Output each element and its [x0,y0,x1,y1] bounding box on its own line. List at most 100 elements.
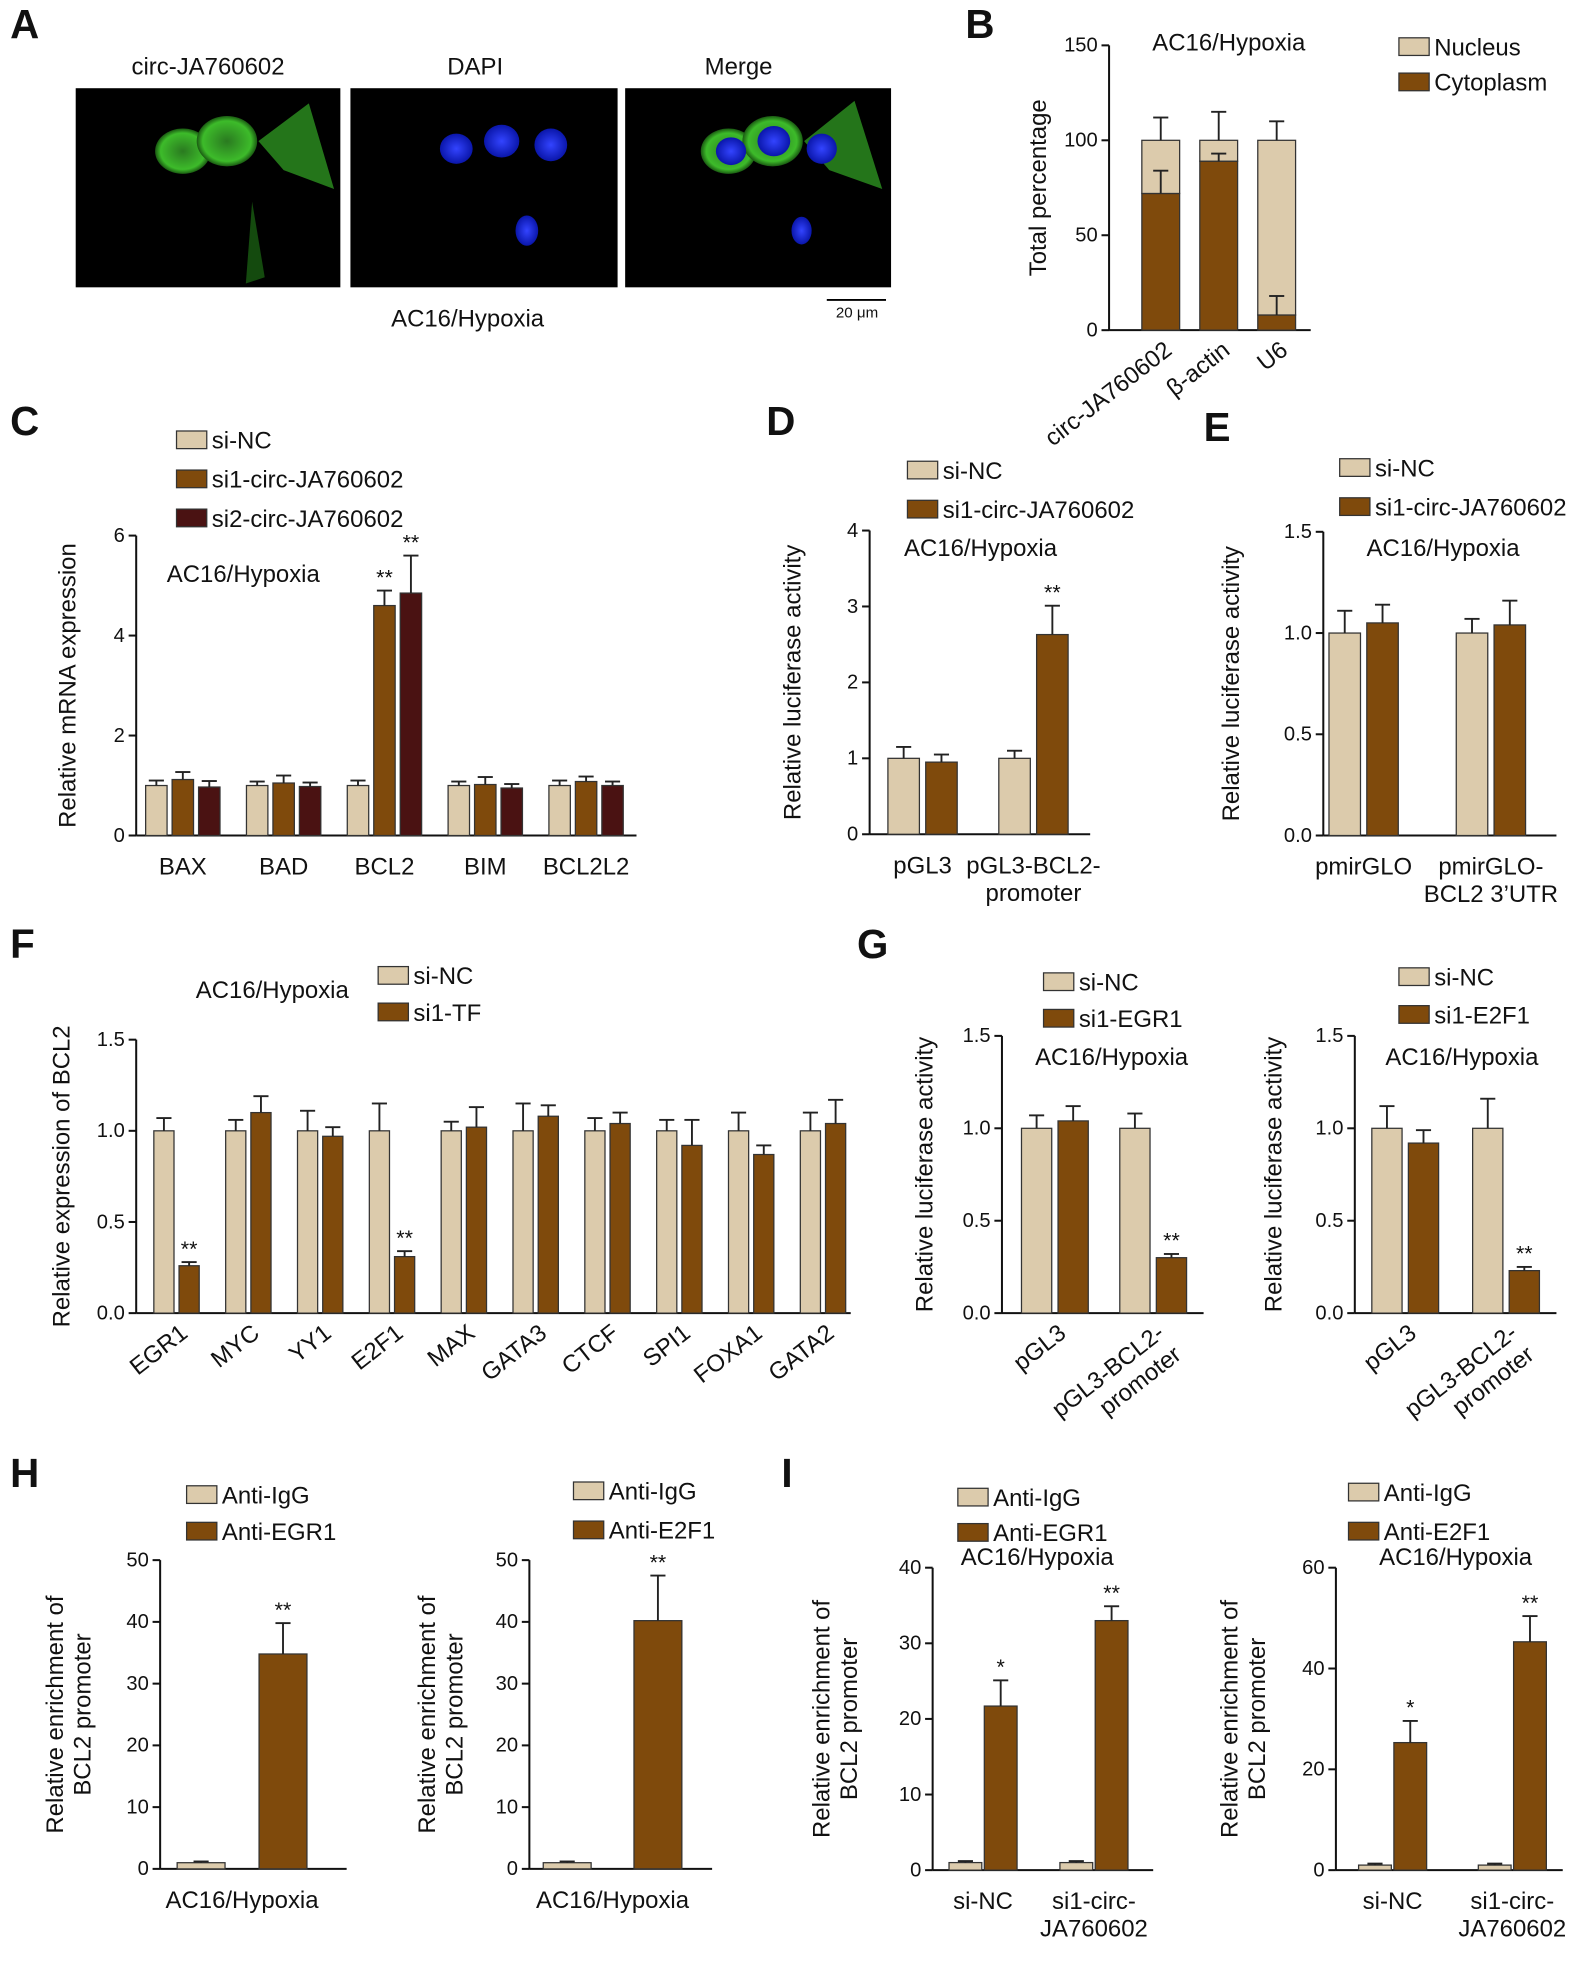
legend-label: Anti-EGR1 [993,1520,1107,1547]
bar [1328,632,1362,837]
bar [322,1135,344,1314]
error-bar [181,1261,197,1266]
bar [1119,1127,1151,1314]
image-title: DAPI [447,53,503,80]
bar [1057,1120,1089,1314]
significance-label: ** [650,1550,667,1574]
y-tick-label: 0.0 [1284,825,1312,847]
y-tick-label: 0.5 [1284,724,1312,746]
legend-swatch [1398,1005,1430,1024]
chart-title: AC16/Hypoxia [196,977,350,1004]
y-axis-label: Relative luciferase activity [912,1037,939,1312]
legend-label: si1-E2F1 [1434,1002,1530,1029]
error-bar [443,1120,459,1131]
error-bar [1415,1129,1432,1144]
y-tick-label: 0 [910,1859,921,1881]
error-bar [650,1574,666,1621]
error-bar [993,1679,1009,1707]
chart: 0.0 0.5 1.0 1.5 Relative expression of BCL2 A… [48,963,851,1389]
x-tick-label: pGL3-BCL2-promoter [966,852,1100,907]
y-tick-label: 30 [899,1633,921,1655]
error-bar [175,771,191,780]
error-bar [659,1118,675,1131]
chart-title: AC16/Hypoxia [1152,29,1306,56]
bar [500,787,524,837]
error-bar [1269,295,1285,315]
error-bar [504,783,520,789]
error-bar [300,1109,316,1131]
bar [681,1144,703,1314]
image-title: circ-JA760602 [132,53,285,80]
y-tick-label: 0.0 [963,1302,991,1324]
legend-label: si-NC [1079,970,1139,997]
significance-label: ** [1522,1591,1539,1615]
y-tick-label: 20 [496,1735,518,1757]
error-bar [371,1102,387,1131]
significance-label: ** [1516,1242,1533,1266]
y-tick-label: 1.5 [1315,1025,1343,1047]
legend-label: Anti-IgG [609,1479,697,1506]
y-axis-label: Relative enrichment ofBCL2 promoter [1217,1599,1272,1838]
error-bar [1269,120,1285,141]
error-bar [1029,1114,1045,1129]
chart: 0 50 100 150 Total percentage AC16/Hypoxia Nuc… [1025,29,1547,451]
legend-swatch [175,469,208,489]
y-tick-label: 4 [114,625,125,647]
x-tick-label: si-NC [1363,1888,1423,1915]
bar [1155,1257,1188,1314]
legend-swatch [185,1485,218,1505]
error-bar [468,1106,485,1128]
panel-label: H [10,1450,39,1496]
bar [145,784,168,837]
y-axis-label: Total percentage [1025,99,1052,276]
error-bar [612,1111,628,1124]
bar-segment [1141,192,1181,331]
bar [727,1130,750,1314]
bar [368,1130,391,1314]
panel-label: E [1204,404,1231,450]
legend-label: Anti-IgG [993,1485,1081,1512]
bar [296,1130,319,1314]
bar [983,1705,1018,1871]
x-tick-label: β-actin [1161,336,1235,402]
legend-label: Anti-IgG [222,1482,310,1509]
chart: 0 10 20 30 40 Relative enrichment ofBCL2 prom… [808,1485,1154,1943]
bar [601,784,624,837]
y-tick-label: 6 [114,525,125,547]
y-tick-label: 1.5 [1284,521,1312,543]
y-tick-label: 10 [899,1784,921,1806]
y-tick-label: 10 [126,1796,148,1818]
chart-title: AC16/Hypoxia [904,535,1058,562]
legend-swatch [1347,1521,1380,1541]
bar [346,784,370,837]
bar [473,783,497,837]
bar-segment [1257,314,1297,331]
y-tick-label: 0 [1087,319,1098,341]
y-axis-label: Relative luciferase activity [1261,1037,1288,1312]
bar [799,1130,822,1314]
legend-label: Anti-E2F1 [1384,1519,1490,1546]
chart-title: AC16/Hypoxia [1379,1544,1533,1571]
error-bar [1153,169,1169,194]
y-tick-label: 1 [847,748,858,770]
y-tick-label: 150 [1064,35,1098,57]
error-bar [802,1111,818,1131]
legend-label: si1-circ-JA760602 [1375,494,1567,521]
bar [1020,1127,1053,1314]
x-tick-label: pGL3-BCL2-promoter [1400,1319,1539,1445]
bar [171,778,195,837]
x-tick-label: MYC [206,1319,265,1373]
y-axis-label: Relative enrichment ofBCL2 promoter [414,1595,469,1834]
bar [298,785,322,837]
legend-label: si1-circ-JA760602 [943,497,1135,524]
error-bar [1402,1719,1418,1743]
error-bar [828,1098,844,1124]
bar [465,1126,488,1314]
y-tick-label: 1.0 [1284,622,1312,644]
legend-swatch [572,1481,605,1501]
error-bar [156,1117,172,1131]
error-bar [1337,609,1353,634]
bar [447,784,471,837]
legend-swatch [1042,1008,1075,1028]
